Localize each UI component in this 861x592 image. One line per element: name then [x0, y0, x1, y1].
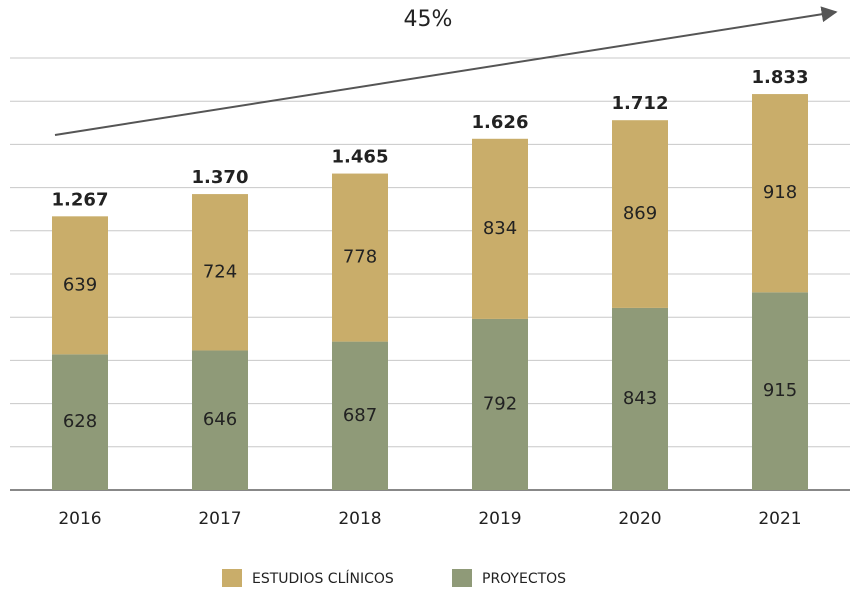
- value-label: 915: [763, 380, 797, 401]
- total-label: 1.370: [192, 167, 249, 188]
- legend-label: ESTUDIOS CLÍNICOS: [252, 570, 394, 587]
- x-tick-label: 2020: [618, 509, 661, 529]
- value-label: 843: [623, 388, 657, 409]
- total-label: 1.712: [612, 93, 669, 114]
- bar-segment: [332, 173, 388, 342]
- bars: 628 639 1.267 2016 646 724 1.370 2017 687 778 1.46…: [52, 67, 809, 529]
- x-tick-label: 2018: [338, 509, 381, 529]
- annotation: 45%: [404, 7, 453, 32]
- bar-segment: [472, 318, 528, 490]
- x-tick-label: 2019: [478, 509, 521, 529]
- x-tick-label: 2016: [58, 509, 101, 529]
- bar-segment: [472, 138, 528, 319]
- grid: [10, 57, 850, 491]
- value-label: 778: [343, 247, 377, 268]
- bar-segment: [752, 292, 808, 490]
- bar-segment: [332, 341, 388, 490]
- total-label: 1.465: [332, 147, 389, 168]
- value-label: 869: [623, 203, 657, 224]
- bar-segment: [612, 307, 668, 490]
- bar-segment: [52, 354, 108, 490]
- bar-segment: [52, 216, 108, 355]
- x-tick-label: 2017: [198, 509, 241, 529]
- legend-swatch: [222, 569, 242, 587]
- bar-segment: [192, 350, 248, 490]
- value-label: 646: [203, 409, 237, 430]
- value-label: 628: [63, 411, 97, 432]
- trend-arrow: [54, 6, 838, 136]
- bar-segment: [192, 194, 248, 351]
- bar-segment: [752, 94, 808, 293]
- legend: ESTUDIOS CLÍNICOS PROYECTOS: [222, 569, 566, 587]
- total-label: 1.267: [52, 189, 109, 210]
- value-label: 687: [343, 405, 377, 426]
- value-label: 792: [483, 393, 517, 414]
- total-label: 1.626: [472, 112, 529, 133]
- bar-segment: [612, 120, 668, 308]
- value-label: 834: [483, 218, 517, 239]
- value-label: 724: [203, 261, 237, 282]
- x-tick-label: 2021: [758, 509, 801, 529]
- value-label: 918: [763, 182, 797, 203]
- total-label: 1.833: [752, 67, 809, 88]
- legend-label: PROYECTOS: [482, 571, 566, 587]
- value-label: 639: [63, 274, 97, 295]
- legend-swatch: [452, 569, 472, 587]
